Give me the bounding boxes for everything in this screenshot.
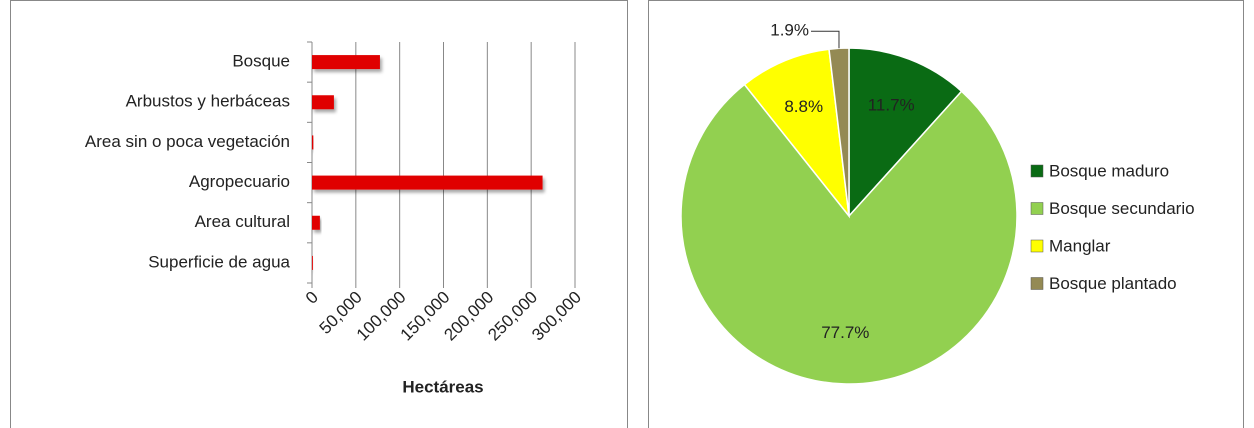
legend-label: Bosque secundario: [1049, 199, 1195, 218]
y-tick-label: Arbustos y herbáceas: [126, 92, 290, 111]
bar: [312, 135, 314, 150]
legend-label: Manglar: [1049, 236, 1111, 255]
legend-swatch: [1030, 202, 1044, 215]
legend-swatch: [1030, 239, 1044, 253]
bar: [312, 255, 313, 270]
data-label: 1.9%: [770, 21, 809, 40]
pie-slice: [680, 83, 1018, 385]
left-panel: [10, 0, 628, 428]
bar: [312, 95, 334, 110]
legend-swatch: [1030, 164, 1044, 178]
y-tick-label: Agropecuario: [189, 172, 290, 191]
x-axis-title: Hectáreas: [402, 377, 483, 396]
pie-slice: [743, 48, 851, 219]
data-label: 11.7%: [868, 96, 915, 115]
legend-swatch: [1030, 277, 1044, 290]
y-tick-label: Area cultural: [195, 212, 290, 231]
data-label: 77.7%: [821, 323, 869, 342]
bar: [312, 215, 320, 230]
leader-line: [810, 30, 840, 49]
y-tick-label: Area sin o poca vegetación: [85, 132, 290, 151]
data-label: 8.8%: [784, 97, 823, 116]
legend-label: Bosque maduro: [1049, 161, 1169, 180]
legend-label: Bosque plantado: [1049, 274, 1177, 293]
y-tick-label: Bosque: [232, 52, 290, 71]
pie-slice: [848, 47, 963, 218]
bar: [312, 175, 543, 190]
bar: [312, 55, 380, 70]
y-tick-label: Superficie de agua: [148, 252, 290, 271]
